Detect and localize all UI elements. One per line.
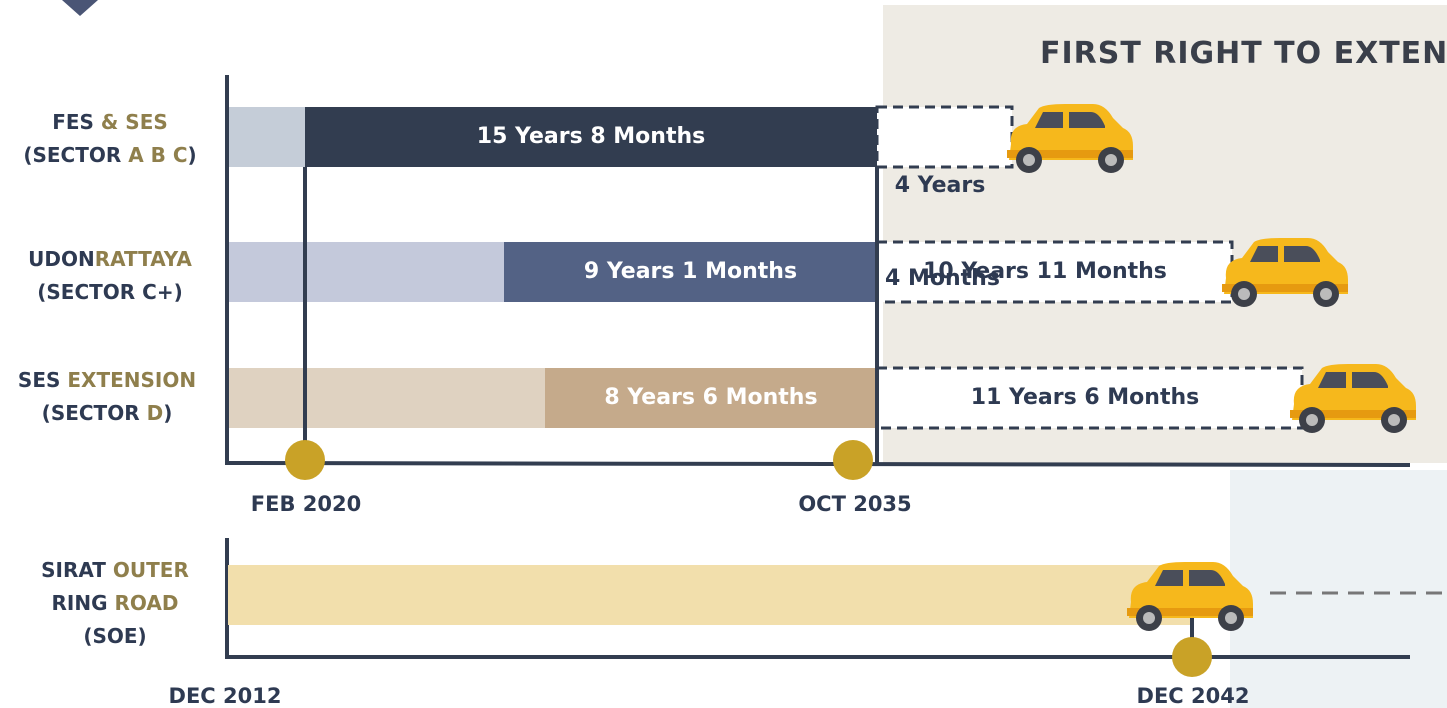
label-part: SIRAT [41,558,113,582]
row-label: SES EXTENSION(SECTOR D) [0,364,217,430]
label-line: RING ROAD [5,587,225,620]
heading: FIRST RIGHT TO EXTEND [1040,36,1447,71]
bar [228,565,1190,625]
label-line: (SOE) [5,620,225,653]
corner-arrow [62,0,98,16]
label-line: SES EXTENSION [0,364,217,397]
label-line: (SECTOR A B C) [0,139,220,172]
label-part: ) [163,401,172,425]
bar-before [228,107,305,167]
label-part: & SES [101,110,168,134]
bar-before [228,368,545,428]
date-marker [1172,637,1212,677]
label-line: (SECTOR D) [0,397,217,430]
background-photo [1230,470,1447,708]
date-label: DEC 2042 [1113,684,1273,708]
date-marker [285,440,325,480]
label-part: ) [188,143,197,167]
bar-label: 15 Years 8 Months [305,107,877,167]
label-part: (SECTOR [42,401,147,425]
label-part: (SOE) [83,624,146,648]
label-line: (SECTOR C+) [0,276,220,309]
bar-before [228,242,504,302]
bar-label: 9 Years 1 Months [504,242,877,302]
label-part: (SECTOR C+) [37,280,182,304]
date-label: DEC 2012 [145,684,305,708]
date-marker [833,440,873,480]
label-line: FES & SES [0,106,220,139]
label-part: RING [52,591,115,615]
label-part: EXTENSION [67,368,196,392]
label-part: UDON [28,247,95,271]
axis [225,463,1410,465]
label-part: A B C [128,143,187,167]
label-part: (SECTOR [23,143,128,167]
page: FIRST RIGHT TO EXTEND FES & SES(SECTOR A… [0,0,1447,708]
extension-label: 11 Years 6 Months [940,368,1230,428]
label-part: FES [52,110,101,134]
date-label: FEB 2020 [226,492,386,516]
label-line: UDONRATTAYA [0,243,220,276]
label-part: D [147,401,164,425]
row-label: FES & SES(SECTOR A B C) [0,106,220,172]
label-part: SES [18,368,67,392]
label-part: RATTAYA [95,247,192,271]
label-line: SIRAT OUTER [5,554,225,587]
bar-label: 8 Years 6 Months [545,368,877,428]
date-label: OCT 2035 [775,492,935,516]
label-part: OUTER [113,558,189,582]
label-part: ROAD [115,591,179,615]
row-label: UDONRATTAYA (SECTOR C+) [0,243,220,309]
extension-label: 10 Years 11 Months [900,242,1190,302]
extension-line: 4 Years [885,170,995,201]
